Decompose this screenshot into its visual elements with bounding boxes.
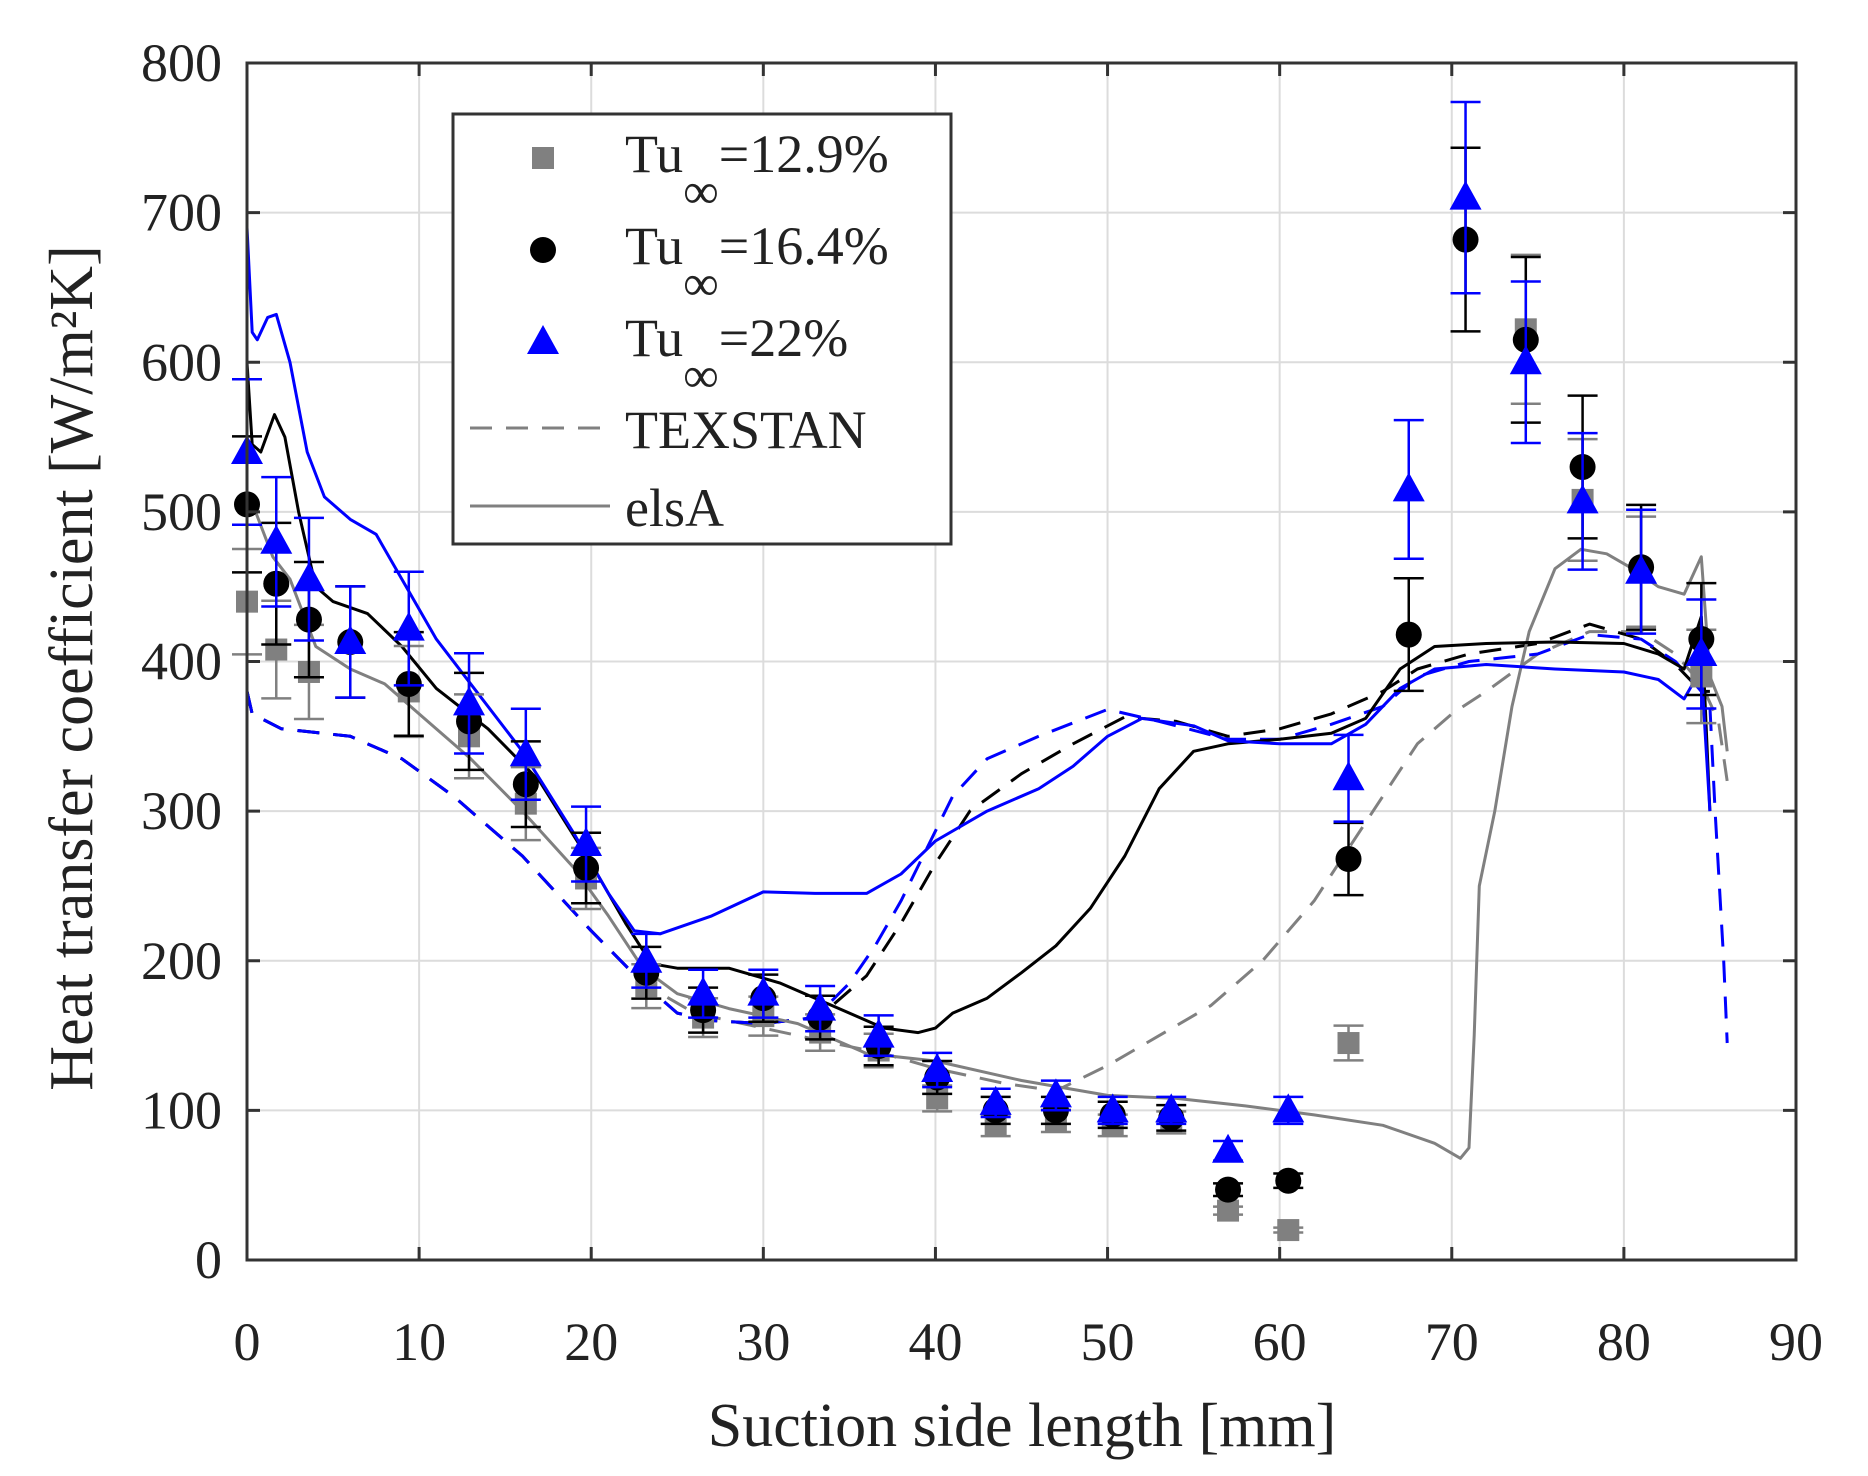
triangle-marker — [509, 737, 542, 767]
y-tick-label: 400 — [141, 632, 222, 692]
triangle-marker — [630, 943, 663, 973]
triangle-marker — [804, 991, 837, 1021]
triangle-marker — [453, 686, 486, 716]
triangle-marker — [1449, 180, 1482, 210]
x-tick-label: 40 — [908, 1312, 962, 1372]
y-tick-label: 800 — [141, 33, 222, 93]
y-tick-label: 100 — [141, 1080, 222, 1140]
x-tick-label: 20 — [564, 1312, 618, 1372]
x-axis-label: Suction side length [mm] — [708, 1392, 1337, 1460]
x-tick-label: 10 — [392, 1312, 446, 1372]
square-marker — [1277, 1219, 1300, 1242]
legend-label: Tu∞=16.4% — [625, 216, 889, 311]
x-tick-label: 0 — [234, 1312, 261, 1372]
y-tick-label: 600 — [141, 332, 222, 392]
circle-marker — [1215, 1176, 1242, 1203]
square-marker — [1217, 1199, 1240, 1222]
triangle-marker — [1212, 1133, 1245, 1163]
legend-label: Tu∞=12.9% — [625, 124, 889, 219]
legend: Tu∞=12.9%Tu∞=16.4%Tu∞=22%TEXSTAN elsA — [451, 112, 953, 546]
triangle-marker — [1685, 637, 1718, 667]
circle-marker — [1395, 621, 1422, 648]
ticks: 0 10 20 30 40 50 60 70 80 90 0 100 200 300 400 500 600 70… — [141, 33, 1823, 1372]
x-tick-label: 70 — [1425, 1312, 1479, 1372]
model-lines — [245, 227, 1729, 1160]
triangle-marker — [1392, 472, 1425, 502]
y-tick-label: 200 — [141, 931, 222, 991]
triangle-marker — [687, 976, 720, 1006]
y-axis-label: Heat transfer coefficient [W/m²K] — [38, 245, 106, 1090]
legend-triangle-marker — [527, 325, 559, 354]
texstan-line — [245, 622, 1710, 1026]
triangle-marker — [1509, 345, 1542, 375]
triangle-marker — [570, 827, 603, 857]
triangle-marker — [392, 611, 425, 641]
y-tick-label: 700 — [141, 183, 222, 243]
circle-marker — [1275, 1167, 1302, 1194]
triangle-marker — [1625, 554, 1658, 584]
triangle-marker — [1332, 761, 1365, 791]
y-tick-label: 500 — [141, 482, 222, 542]
triangle-marker — [1272, 1093, 1305, 1123]
triangle-marker — [921, 1052, 954, 1082]
y-tick-label: 0 — [195, 1230, 222, 1290]
triangle-marker — [334, 625, 367, 655]
triangle-marker — [747, 976, 780, 1006]
triangle-marker — [1155, 1093, 1188, 1123]
x-tick-label: 60 — [1253, 1312, 1307, 1372]
legend-label: Tu∞=22% — [625, 308, 848, 403]
x-tick-label: 80 — [1597, 1312, 1651, 1372]
triangle-marker — [260, 524, 293, 554]
x-tick-label: 90 — [1769, 1312, 1823, 1372]
square-marker — [1337, 1032, 1360, 1055]
texstan-line — [245, 633, 1729, 1044]
triangle-marker — [1096, 1093, 1129, 1123]
y-tick-label: 300 — [141, 781, 222, 841]
legend-box — [451, 112, 953, 546]
triangle-marker — [292, 562, 325, 592]
elsa-line — [245, 362, 1712, 1035]
triangle-marker — [862, 1018, 895, 1048]
elsa-line — [245, 227, 1712, 936]
legend-square-marker — [532, 147, 554, 169]
x-tick-label: 50 — [1081, 1312, 1135, 1372]
triangle-marker — [1039, 1078, 1072, 1108]
elsa-line — [245, 496, 1729, 1160]
legend-circle-marker — [530, 237, 556, 263]
grid — [247, 63, 1796, 1260]
texstan-line — [245, 630, 1729, 1093]
legend-label: elsA — [625, 478, 724, 538]
x-tick-label: 30 — [736, 1312, 790, 1372]
circle-marker — [1335, 846, 1362, 873]
legend-label: TEXSTAN — [625, 400, 867, 460]
triangle-marker — [979, 1085, 1012, 1115]
triangle-marker — [1566, 484, 1599, 514]
